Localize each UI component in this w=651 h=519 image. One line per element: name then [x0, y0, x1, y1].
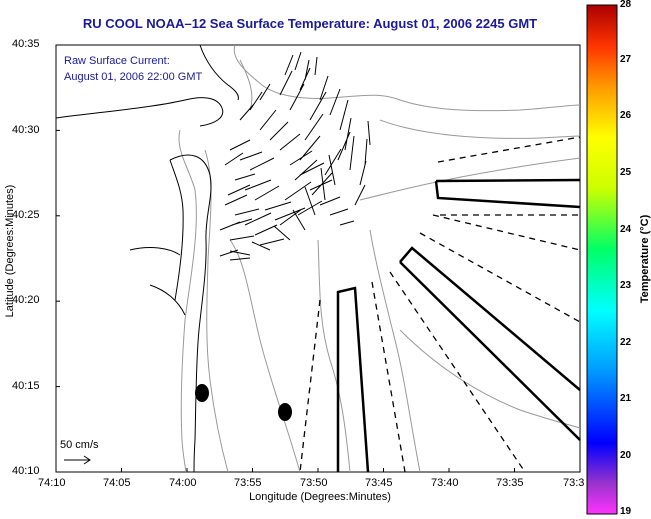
colorbar-label: 21 — [620, 393, 632, 404]
axis-ticks — [55, 44, 515, 472]
colorbar-label: 20 — [620, 450, 632, 461]
colorbar-label: 26 — [620, 110, 632, 121]
colorbar-label: 27 — [620, 54, 632, 65]
x-tick-label: 73:35 — [496, 477, 524, 489]
colorbar-title: Temperature (°C) — [639, 214, 651, 304]
x-tick-label: 74:05 — [103, 477, 131, 489]
surface-current-vectors — [219, 51, 371, 261]
x-tick-label: 73:45 — [365, 477, 393, 489]
x-tick-label: 74:10 — [38, 477, 66, 489]
buoy-marker-north — [195, 384, 209, 402]
colorbar-label: 19 — [620, 506, 632, 517]
colorbar-label: 25 — [620, 167, 632, 178]
scale-arrow — [64, 455, 91, 465]
x-tick-label: 73:50 — [300, 477, 328, 489]
x-tick-label: 73:55 — [234, 477, 262, 489]
y-axis-label: Latitude (Degrees:Minutes) — [4, 184, 16, 318]
x-tick-label: 74:00 — [169, 477, 197, 489]
colorbar — [586, 4, 618, 515]
y-tick-label: 40:10 — [12, 465, 40, 477]
traffic-separation-zones — [336, 178, 581, 473]
y-tick-label: 40:20 — [12, 294, 40, 306]
colorbar-label: 28 — [620, 0, 632, 10]
legend-current-time: August 01, 2006 22:00 GMT — [64, 71, 203, 83]
y-tick-label: 40:30 — [12, 124, 40, 136]
x-tick-label: 73:3 — [563, 477, 585, 489]
bathymetry-contours — [178, 44, 581, 473]
x-tick-label: 73:40 — [431, 477, 459, 489]
y-tick-label: 40:15 — [12, 380, 40, 392]
map-title: RU COOL NOAA–12 Sea Surface Temperature:… — [82, 16, 538, 31]
colorbar-label: 24 — [620, 224, 632, 235]
scale-label: 50 cm/s — [60, 439, 99, 451]
legend-current-title: Raw Surface Current: — [64, 55, 170, 67]
colorbar-label: 23 — [620, 280, 632, 291]
colorbar-label: 22 — [620, 337, 632, 348]
map-frame — [55, 44, 581, 473]
y-tick-label: 40:25 — [12, 209, 40, 221]
shipping-lane-lines — [299, 136, 581, 473]
y-tick-label: 40:35 — [12, 38, 40, 50]
x-axis-label: Longitude (Degrees:Minutes) — [249, 491, 391, 503]
buoy-marker-south — [278, 403, 292, 421]
coastline — [55, 44, 239, 473]
